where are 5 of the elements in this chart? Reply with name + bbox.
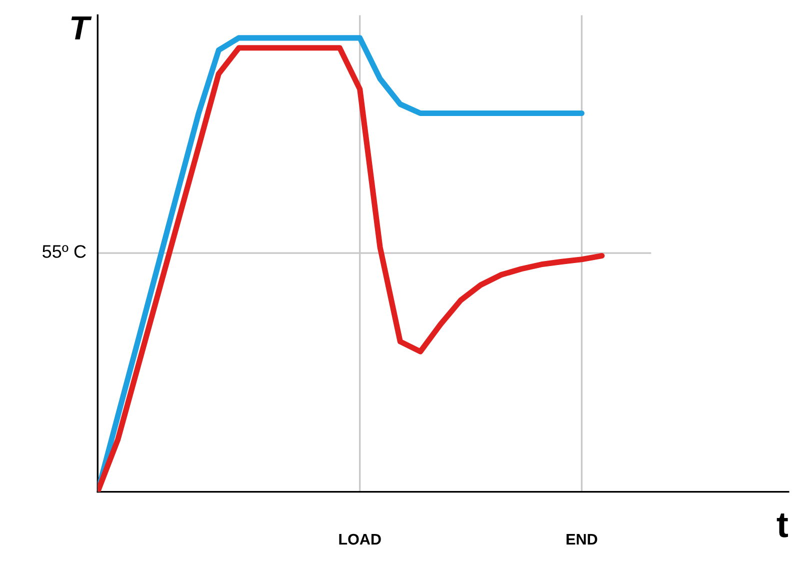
y-axis-title: T [71, 16, 92, 40]
ref-line-label: 55º C [42, 245, 86, 258]
x-tick-label: LOAD [339, 534, 381, 545]
x-tick-label: END [566, 534, 598, 545]
x-axis-title: t [776, 513, 788, 538]
